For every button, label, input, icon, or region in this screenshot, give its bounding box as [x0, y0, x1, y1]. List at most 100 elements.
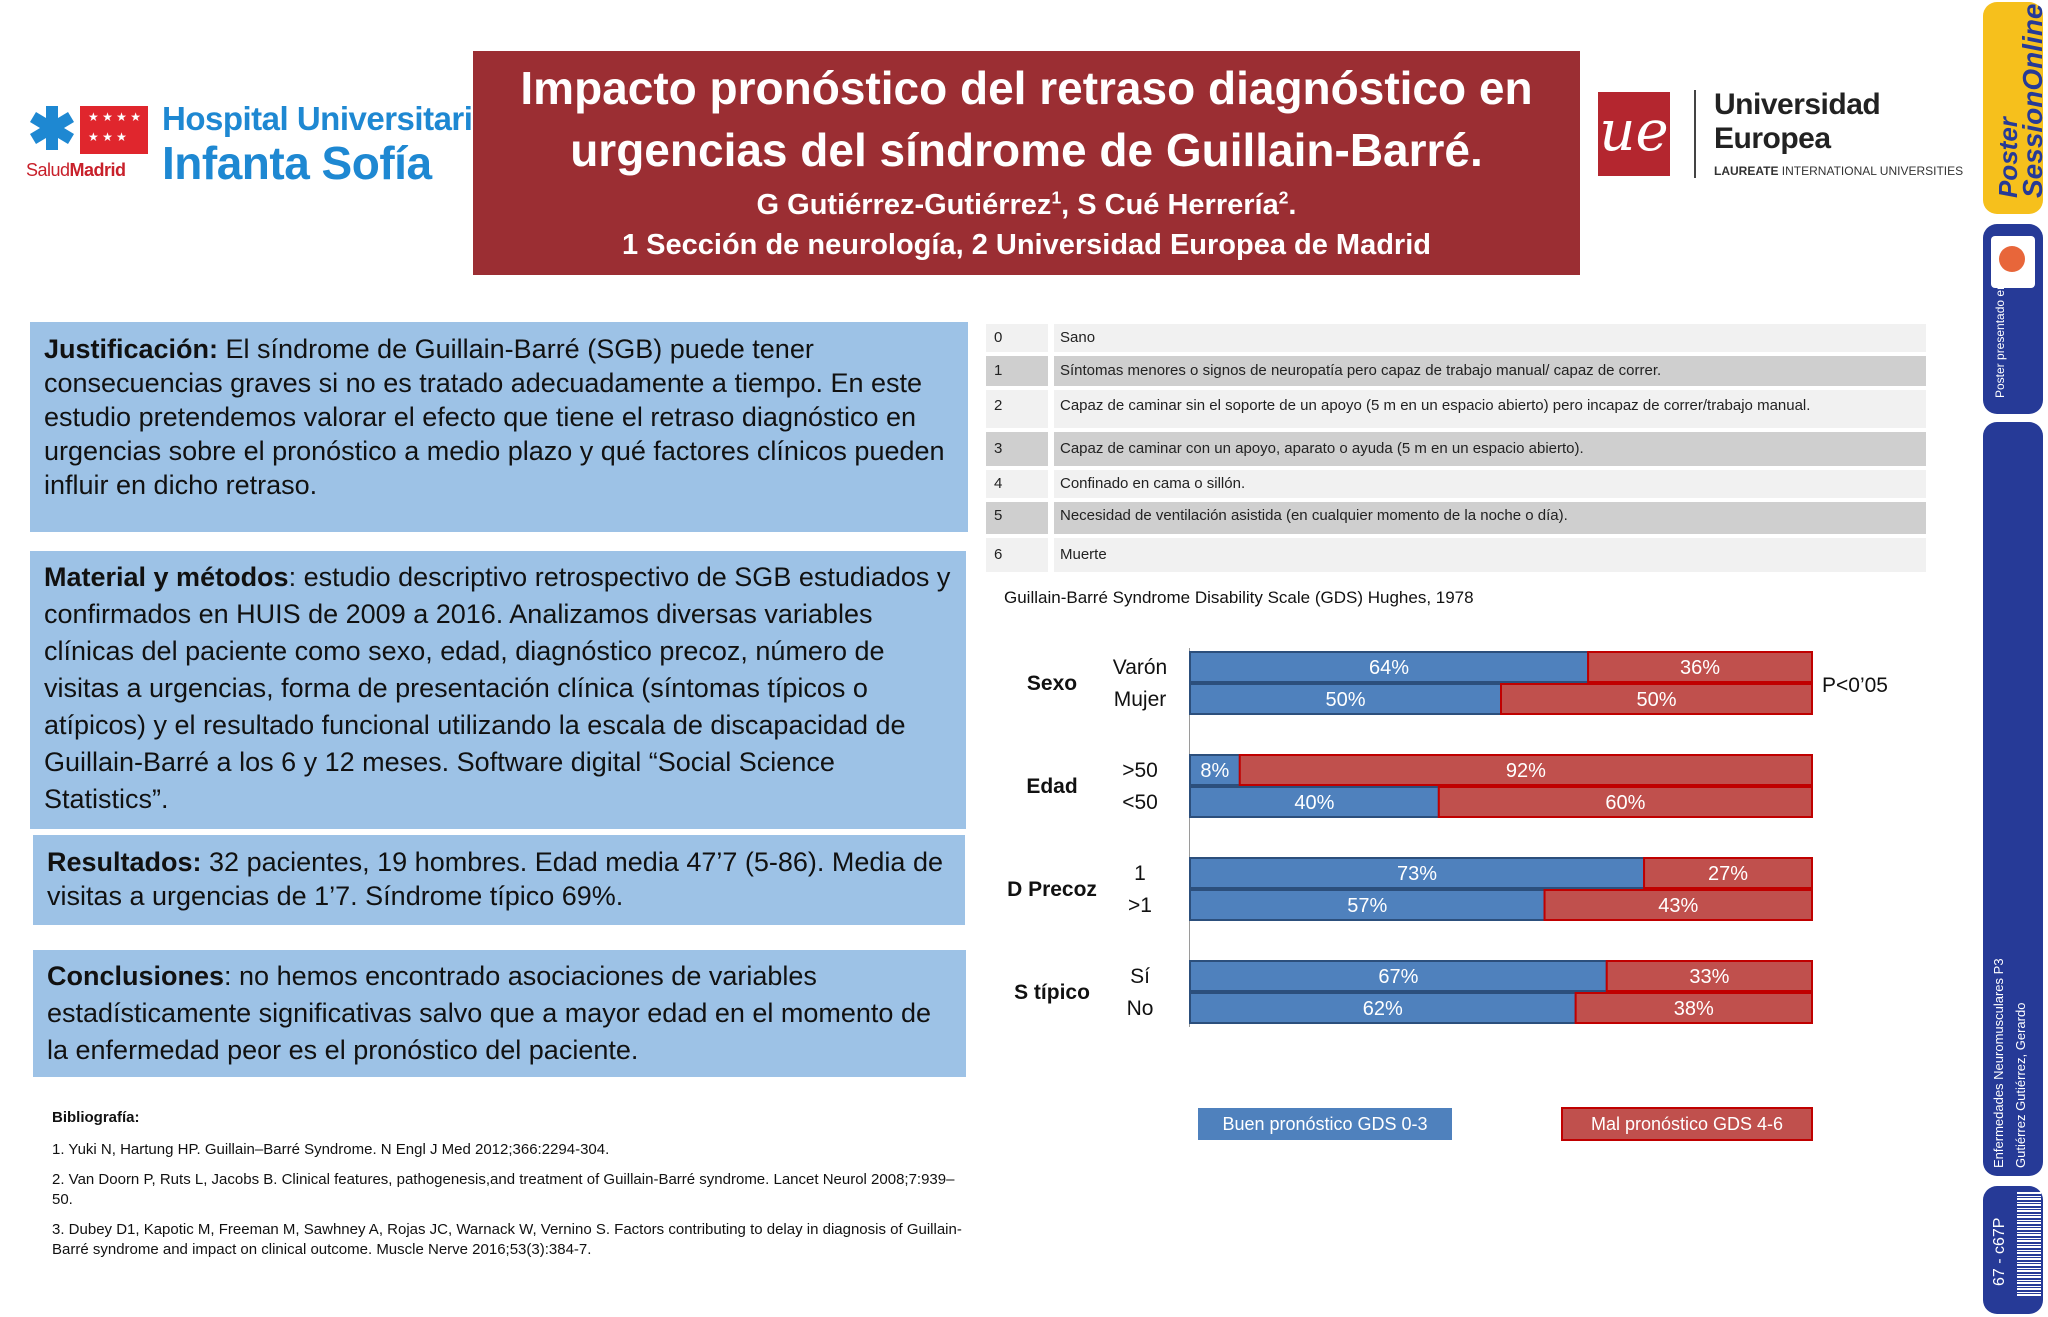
chart-row-label: >50 [1122, 759, 1158, 782]
chart-data-label: 27% [1708, 863, 1748, 885]
chart-group-label: S típico [1014, 981, 1090, 1004]
legend-swatch-buen [1198, 1108, 1452, 1140]
chart-data-label: 36% [1680, 657, 1720, 679]
poster-category: Enfermedades Neuromusculares P3 [1991, 958, 2006, 1168]
chart-group-label: Sexo [1027, 672, 1077, 695]
title-banner: Impacto pronóstico del retraso diagnósti… [473, 51, 1580, 275]
material-text: : estudio descriptivo retrospectivo de S… [44, 562, 951, 814]
university-name-line1: Universidad [1714, 88, 1881, 121]
bibliography-item: 1. Yuki N, Hartung HP. Guillain–Barré Sy… [52, 1141, 610, 1158]
chart-data-label: 57% [1347, 895, 1387, 917]
salud-madrid-text: SaludMadrid [26, 160, 126, 180]
chart-data-label: 60% [1605, 792, 1645, 814]
chart-data-label: 38% [1674, 998, 1714, 1020]
chart-bar-mal [1500, 683, 1813, 715]
justificacion-heading: Justificación: [44, 334, 219, 364]
chart-data-label: 50% [1636, 689, 1676, 711]
brand-session-text: SessionOnline [2017, 3, 2048, 199]
chart-bar-mal [1605, 960, 1813, 992]
chart-data-label: 43% [1658, 895, 1698, 917]
conclusiones-heading: Conclusiones [47, 961, 225, 991]
chart-bar-buen [1189, 651, 1590, 683]
legend-label-mal: Mal pronóstico GDS 4-6 [1591, 1114, 1783, 1134]
chart-bar-mal [1238, 754, 1813, 786]
chart-bar-mal [1437, 786, 1813, 818]
chart-row-label: <50 [1122, 791, 1158, 814]
hospital-name-line2: Infanta Sofía [162, 137, 432, 189]
chart-row-label: >1 [1128, 894, 1152, 917]
chart-bar-mal [1643, 857, 1813, 889]
barcode-icon [2017, 1192, 2041, 1296]
chart-bar-buen [1189, 683, 1502, 715]
poster-code-box: 67 - c67P [1983, 1186, 2043, 1314]
chart-data-label: 62% [1363, 998, 1403, 1020]
gds-row: 3 Capaz de caminar con un apoyo, aparato … [986, 432, 1926, 466]
chart-data-label: 50% [1325, 689, 1365, 711]
material-panel: Material y métodos: estudio descriptivo … [30, 551, 966, 829]
gds-row: 1 Síntomas menores o signos de neuropatía… [986, 356, 1926, 386]
chart-data-label: 67% [1378, 966, 1418, 988]
gds-row: 4 Confinado en cama o sillón. [986, 470, 1926, 498]
chart-data-label: 33% [1689, 966, 1729, 988]
bibliography-item: 2. Van Doorn P, Ruts L, Jacobs B. Clinic… [52, 1171, 955, 1208]
chart-bar-buen [1189, 992, 1577, 1024]
chart-bar-buen [1189, 786, 1440, 818]
resultados-panel: Resultados: 32 pacientes, 19 hombres. Ed… [33, 835, 965, 925]
justificacion-text: El síndrome de Guillain-Barré (SGB) pued… [44, 334, 945, 500]
madrid-flag-icon: ★ ★ ★ ★ ★ ★ ★ [80, 106, 148, 154]
gds-table: 0 Sano 1 Síntomas menores o signos de neur… [986, 324, 1926, 576]
chart-row-label: 1 [1134, 862, 1146, 885]
bibliography-heading: Bibliografía: [52, 1109, 140, 1126]
poster-code: 67 - c67P [1991, 1217, 2008, 1286]
hospital-name-line1: Hospital Universitario [162, 100, 493, 137]
chart-group-label: D Precoz [1007, 878, 1097, 901]
chart-group-label: Edad [1026, 775, 1077, 798]
chart-bar-mal [1574, 992, 1814, 1024]
chart-row-label: No [1127, 997, 1154, 1020]
chart-bar-buen [1189, 857, 1646, 889]
affiliations: 1 Sección de neurología, 2 Universidad E… [622, 229, 1431, 261]
chart-bar-buen [1189, 960, 1608, 992]
chart-data-label: 64% [1369, 657, 1409, 679]
hospital-logo: ★ ★ ★ ★ ★ ★ ★ SaludMadrid Hospital Unive… [26, 100, 493, 190]
conclusiones-text: : no hemos encontrado asociaciones de va… [47, 961, 931, 1065]
material-heading: Material y métodos [44, 562, 289, 592]
university-name-line2: Europea [1714, 122, 1831, 155]
logo-divider [1694, 90, 1696, 178]
gds-row: 6 Muerte [986, 538, 1926, 572]
congress-emblem-icon [1991, 236, 2035, 288]
chart-bar-buen [1189, 889, 1546, 921]
university-logo: ue Universidad Europea LAUREATE INTERNAT… [1598, 86, 1963, 186]
ue-mark-icon: ue [1598, 92, 1670, 176]
chart-data-label: 40% [1294, 792, 1334, 814]
chart-annotation: P<0’05 [1822, 674, 1888, 697]
chart-bar-mal [1587, 651, 1814, 683]
gds-row: 0 Sano [986, 324, 1926, 352]
university-tagline: LAUREATE INTERNATIONAL UNIVERSITIES [1714, 164, 1964, 178]
justificacion-panel: Justificación: El síndrome de Guillain-B… [30, 322, 968, 532]
gds-caption: Guillain-Barré Syndrome Disability Scale… [1004, 588, 1474, 607]
poster-session-brand: Poster SessionOnline [1983, 2, 2048, 214]
chart-data-label: 8% [1200, 760, 1229, 782]
resultados-heading: Resultados: [47, 847, 202, 877]
chart-data-label: 73% [1397, 863, 1437, 885]
chart-bar-mal [1543, 889, 1813, 921]
poster-info-box: Enfermedades Neuromusculares P3 Gutiérre… [1983, 422, 2043, 1176]
bibliography-item: 3. Dubey D1, Kapotic M, Freeman M, Sawhn… [52, 1221, 962, 1258]
poster-title: Impacto pronóstico del retraso diagnósti… [520, 62, 1533, 176]
chart-row-label: Sí [1130, 965, 1150, 988]
presented-at-text: Poster presentado en: [1993, 279, 2007, 398]
prognosis-bar-chart: Sexo Varón 64% 36% Mujer 50% 50% P<0’05 Edad >50 8… [1007, 648, 1888, 1141]
chart-row-label: Varón [1113, 656, 1167, 679]
star-of-life-icon [30, 106, 74, 150]
gds-row: 5 Necesidad de ventilación asistida (en c… [986, 502, 1926, 534]
bibliography: Bibliografía: 1. Yuki N, Hartung HP. Gui… [52, 1108, 972, 1270]
presented-at-box: Poster presentado en: [1983, 224, 2043, 414]
authors: G Gutiérrez-Gutiérrez1, S Cué Herrería2. [756, 187, 1297, 221]
gds-row: 2 Capaz de caminar sin el soporte de un a… [986, 390, 1926, 428]
legend-swatch-mal [1561, 1107, 1813, 1141]
chart-row-label: Mujer [1114, 688, 1167, 711]
resultados-text: 32 pacientes, 19 hombres. Edad media 47’… [47, 847, 943, 911]
poster-author: Gutiérrez Gutiérrez, Gerardo [2013, 1002, 2028, 1168]
legend-label-buen: Buen pronóstico GDS 0-3 [1222, 1114, 1427, 1134]
